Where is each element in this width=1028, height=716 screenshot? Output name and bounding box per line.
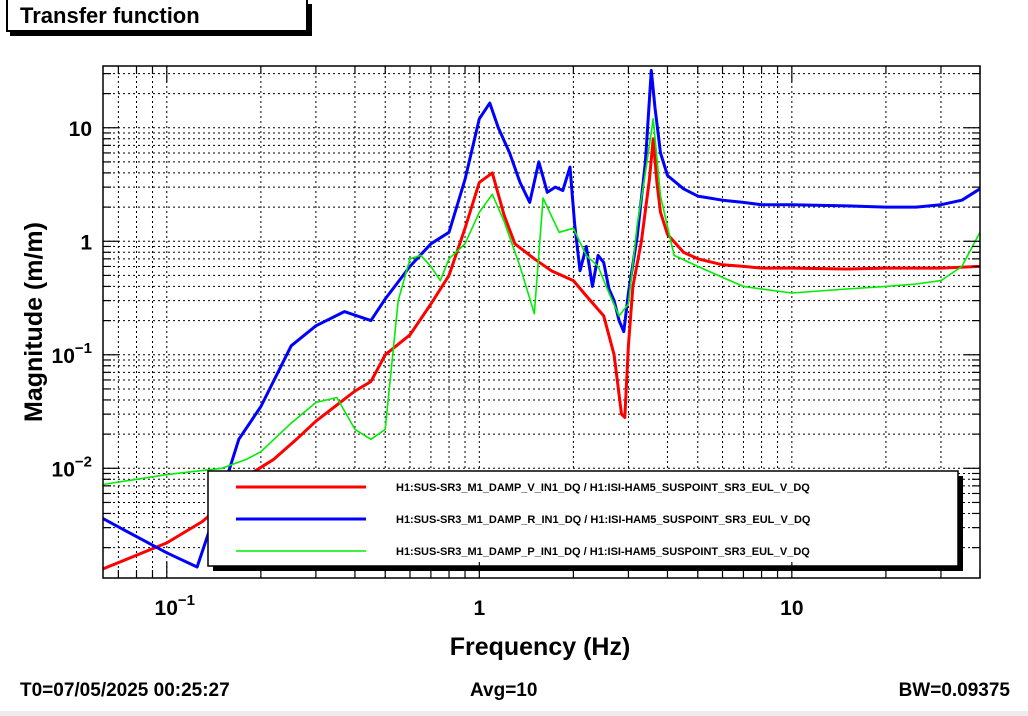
- series-line-2: [103, 68, 980, 569]
- footer-t0: T0=07/05/2025 00:25:27: [20, 680, 230, 701]
- bottom-strip: [0, 711, 1028, 716]
- chart-title: Transfer function: [6, 0, 308, 32]
- legend: H1:SUS-SR3_M1_DAMP_V_IN1_DQ / H1:ISI-HAM…: [207, 470, 963, 571]
- footer-avg: Avg=10: [470, 680, 538, 701]
- y-axis-label: Magnitude (m/m): [20, 222, 48, 422]
- y-tick-label: 10: [69, 118, 92, 141]
- x-tick-label: 1: [473, 597, 485, 620]
- legend-label-1: H1:SUS-SR3_M1_DAMP_V_IN1_DQ / H1:ISI-HAM…: [396, 482, 810, 494]
- series-line-1: [103, 137, 980, 571]
- x-axis-label: Frequency (Hz): [450, 633, 631, 661]
- axis-ticks: 10−1 1 10 10−2 10−1 1 10: [52, 66, 981, 620]
- series-layer: [103, 68, 980, 571]
- plot-frame: [102, 65, 981, 579]
- y-tick-label: 10−1: [52, 340, 92, 368]
- axis-labels: Frequency (Hz) Magnitude (m/m): [20, 222, 630, 661]
- x-tick-label: 10: [780, 597, 803, 620]
- x-tick-label: 10−1: [155, 592, 195, 620]
- legend-label-2: H1:SUS-SR3_M1_DAMP_R_IN1_DQ / H1:ISI-HAM…: [396, 514, 811, 526]
- legend-label-3: H1:SUS-SR3_M1_DAMP_P_IN1_DQ / H1:ISI-HAM…: [396, 546, 810, 558]
- footer-bw: BW=0.09375: [898, 680, 1010, 701]
- y-tick-label: 1: [80, 231, 92, 254]
- series-line-3: [103, 118, 980, 486]
- y-tick-label: 10−2: [52, 453, 92, 481]
